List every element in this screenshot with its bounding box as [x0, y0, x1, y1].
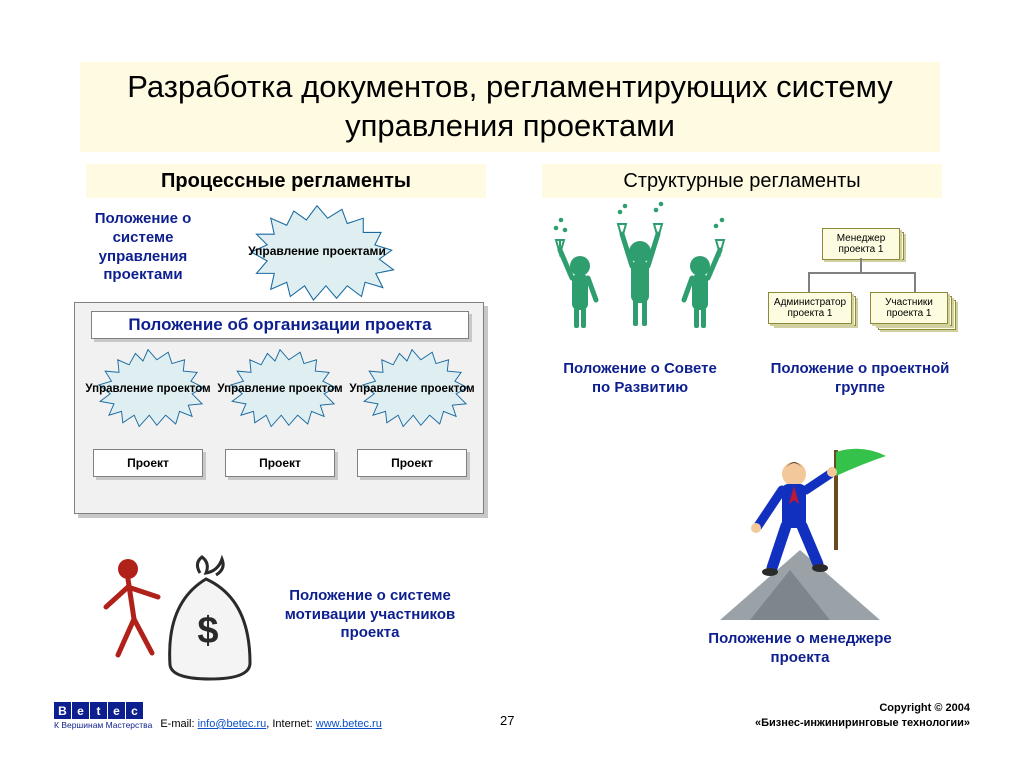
internet-prefix: , Internet:: [266, 718, 316, 730]
motivation-illustration: $: [100, 545, 270, 685]
figure-toast-3: [672, 210, 728, 330]
org-panel: Положение об организации проекта Управле…: [74, 302, 484, 514]
council-illustration: [550, 210, 730, 370]
section-band-process: Процессные регламенты: [86, 164, 486, 198]
project-box-1: Проект: [93, 449, 203, 477]
footer-left: B e t e c К Вершинам Мастерства E-mail: …: [54, 702, 382, 730]
orgchart-right: Участники проекта 1: [870, 292, 948, 324]
betec-logo-block: B e t e c К Вершинам Мастерства: [54, 702, 152, 730]
email-prefix: E-mail:: [160, 718, 197, 730]
orgchart-left: Администратор проекта 1: [768, 292, 852, 324]
figure-toast-1: [552, 210, 608, 330]
org-panel-title: Положение об организации проекта: [91, 311, 469, 339]
starburst-col3-text: Управление проектом: [349, 383, 474, 396]
logo-letter-4: c: [126, 702, 143, 719]
section-band-structure-text: Структурные регламенты: [623, 170, 860, 193]
starburst-main: Управление проектами: [228, 202, 406, 302]
manager-illustration: [690, 430, 910, 640]
starburst-main-text: Управление проектами: [234, 245, 400, 259]
url-link[interactable]: www.betec.ru: [316, 718, 382, 730]
section-band-structure: Структурные регламенты: [542, 164, 942, 198]
starburst-col3: Управление проектом: [349, 345, 475, 435]
starburst-col1-text: Управление проектом: [85, 383, 210, 396]
project-box-3: Проект: [357, 449, 467, 477]
label-council: Положение о Совете по Развитию: [555, 360, 725, 398]
label-motivation: Положение о системе мотивации участников…: [270, 587, 470, 643]
email-link[interactable]: info@betec.ru: [198, 718, 267, 730]
company-line: «Бизнес-инжиниринговые технологии»: [755, 716, 970, 730]
money-symbol: $: [197, 610, 218, 652]
starburst-col1: Управление проектом: [85, 345, 211, 435]
figure-toast-2: [612, 200, 668, 330]
orgchart-top: Менеджер проекта 1: [822, 228, 900, 260]
org-col-1: Управление проектом Проект: [85, 345, 211, 505]
label-manager: Положение о менеджере проекта: [690, 630, 910, 668]
logo-letter-1: e: [72, 702, 89, 719]
betec-logo: B e t e c: [54, 702, 152, 719]
motivation-block: $ Положение о системе мотивации участник…: [100, 540, 480, 690]
copyright-line: Copyright © 2004: [755, 701, 970, 715]
slide-title-text: Разработка документов, регламентирующих …: [80, 68, 940, 146]
org-col-2: Управление проектом Проект: [217, 345, 343, 505]
slide-title: Разработка документов, регламентирующих …: [80, 62, 940, 152]
label-group: Положение о проектной группе: [760, 360, 960, 398]
betec-tagline: К Вершинам Мастерства: [54, 720, 152, 730]
starburst-col2-text: Управление проектом: [217, 383, 342, 396]
starburst-col2: Управление проектом: [217, 345, 343, 435]
section-band-process-text: Процессные регламенты: [161, 170, 411, 193]
logo-letter-2: t: [90, 702, 107, 719]
logo-letter-3: e: [108, 702, 125, 719]
footer-contact: E-mail: info@betec.ru, Internet: www.bet…: [160, 718, 382, 730]
group-orgchart: Менеджер проекта 1 Администратор проекта…: [760, 228, 960, 348]
label-system: Положение о системе управления проектами: [68, 210, 218, 285]
project-box-2: Проект: [225, 449, 335, 477]
org-col-3: Управление проектом Проект: [349, 345, 475, 505]
page-number: 27: [500, 713, 514, 728]
footer-right: Copyright © 2004 «Бизнес-инжиниринговые …: [755, 701, 970, 730]
logo-letter-0: B: [54, 702, 71, 719]
